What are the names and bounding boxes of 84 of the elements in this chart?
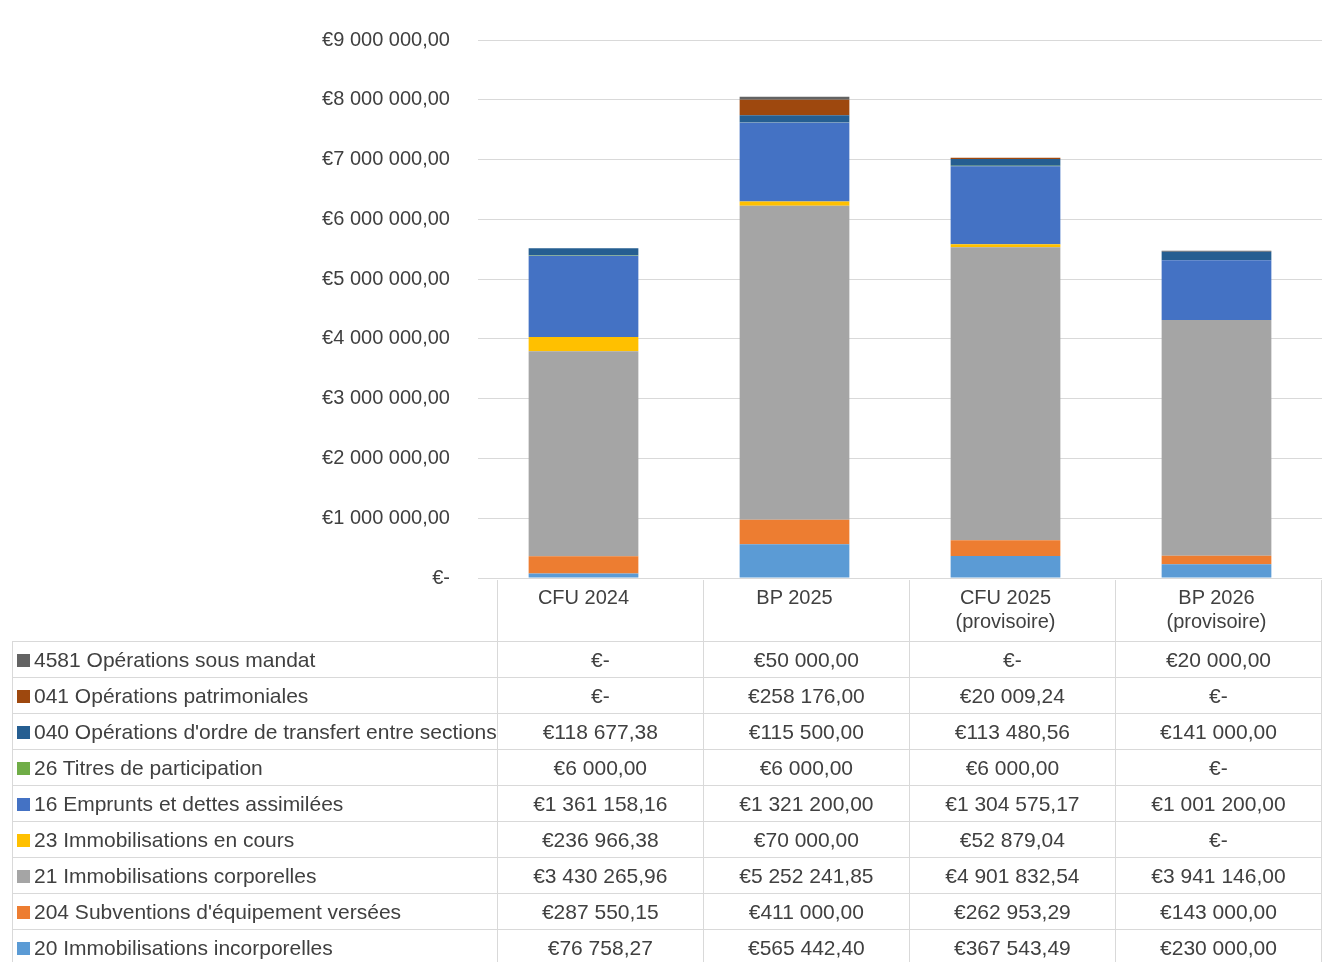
bar <box>528 248 639 256</box>
legend-label: 16 Emprunts et dettes assimilées <box>34 791 344 815</box>
bar <box>1161 251 1272 261</box>
bar <box>528 337 639 352</box>
data-label: €113 480,56 <box>909 713 1116 750</box>
bar <box>950 540 1061 557</box>
legend-label: 041 Opérations patrimoniales <box>34 683 309 707</box>
bar <box>528 351 639 557</box>
bar <box>950 247 1061 541</box>
bar <box>950 244 1061 248</box>
data-label: €258 176,00 <box>703 677 910 714</box>
data-label: €20 000,00 <box>1115 641 1322 678</box>
bar <box>528 573 639 578</box>
bar <box>1161 555 1272 565</box>
data-label: €141 000,00 <box>1115 713 1322 750</box>
bar <box>528 255 639 337</box>
data-label: €4 901 832,54 <box>909 857 1116 894</box>
data-label: €6 000,00 <box>497 749 704 786</box>
data-label: €50 000,00 <box>703 641 910 678</box>
data-label: €6 000,00 <box>703 749 910 786</box>
data-label: €52 879,04 <box>909 821 1116 858</box>
data-label: €367 543,49 <box>909 929 1116 962</box>
data-label: €70 000,00 <box>703 821 910 858</box>
data-label: €1 321 200,00 <box>703 785 910 822</box>
data-label: €118 677,38 <box>497 713 704 750</box>
data-label: €565 442,40 <box>703 929 910 962</box>
data-label: €236 966,38 <box>497 821 704 858</box>
bar <box>528 556 639 574</box>
y-tick-label: €2 000 000,00 <box>322 445 450 468</box>
legend-label: 23 Immobilisations en cours <box>34 827 295 851</box>
bar <box>739 544 850 578</box>
x-tick-label: BP 2025 <box>756 585 833 608</box>
y-tick-label: €3 000 000,00 <box>322 386 450 409</box>
y-tick-label: €9 000 000,00 <box>322 27 450 50</box>
bar <box>739 519 850 545</box>
data-label: €- <box>909 641 1116 678</box>
x-tick-label: BP 2026 (provisoire) <box>1166 585 1267 632</box>
y-tick-label: €6 000 000,00 <box>322 206 450 229</box>
bar <box>739 205 850 520</box>
bar <box>739 115 850 123</box>
bar <box>1161 260 1272 321</box>
data-label: €- <box>497 641 704 678</box>
bar <box>950 556 1061 578</box>
data-label: €5 252 241,85 <box>703 857 910 894</box>
bar <box>739 96 850 100</box>
bar <box>1161 320 1272 556</box>
legend-label: 21 Immobilisations corporelles <box>34 863 317 887</box>
data-label: €- <box>1115 821 1322 858</box>
y-tick-label: €- <box>432 565 450 588</box>
data-label: €20 009,24 <box>909 677 1116 714</box>
data-label: €76 758,27 <box>497 929 704 962</box>
bar <box>739 201 850 206</box>
data-label: €1 001 200,00 <box>1115 785 1322 822</box>
y-tick-label: €7 000 000,00 <box>322 147 450 170</box>
data-label: €3 941 146,00 <box>1115 857 1322 894</box>
bar <box>950 166 1061 245</box>
legend-label: 26 Titres de participation <box>34 755 263 779</box>
data-label: €230 000,00 <box>1115 929 1322 962</box>
data-label: €1 361 158,16 <box>497 785 704 822</box>
bar <box>739 99 850 116</box>
y-tick-label: €5 000 000,00 <box>322 266 450 289</box>
data-label: €115 500,00 <box>703 713 910 750</box>
x-tick-label: CFU 2025 (provisoire) <box>955 585 1056 632</box>
data-label: €287 550,15 <box>497 893 704 930</box>
bar <box>739 122 850 202</box>
data-label: €- <box>497 677 704 714</box>
data-label: €6 000,00 <box>909 749 1116 786</box>
data-label: €3 430 265,96 <box>497 857 704 894</box>
data-label: €143 000,00 <box>1115 893 1322 930</box>
y-tick-label: €1 000 000,00 <box>322 505 450 528</box>
bar <box>1161 564 1272 578</box>
legend-label: 040 Opérations d'ordre de transfert entre sections <box>34 719 497 743</box>
data-label: €411 000,00 <box>703 893 910 930</box>
legend-label: 4581 Opérations sous mandat <box>34 647 316 671</box>
y-tick-label: €4 000 000,00 <box>322 326 450 349</box>
legend-label: 20 Immobilisations incorporelles <box>34 935 333 959</box>
x-tick-label: CFU 2024 <box>537 585 630 608</box>
bar <box>950 159 1061 166</box>
legend-label: 204 Subventions d'équipement versées <box>34 899 402 923</box>
data-label: €262 953,29 <box>909 893 1116 930</box>
data-label: €- <box>1115 749 1322 786</box>
y-tick-label: €8 000 000,00 <box>322 87 450 110</box>
data-label: €1 304 575,17 <box>909 785 1116 822</box>
data-label: €- <box>1115 677 1322 714</box>
